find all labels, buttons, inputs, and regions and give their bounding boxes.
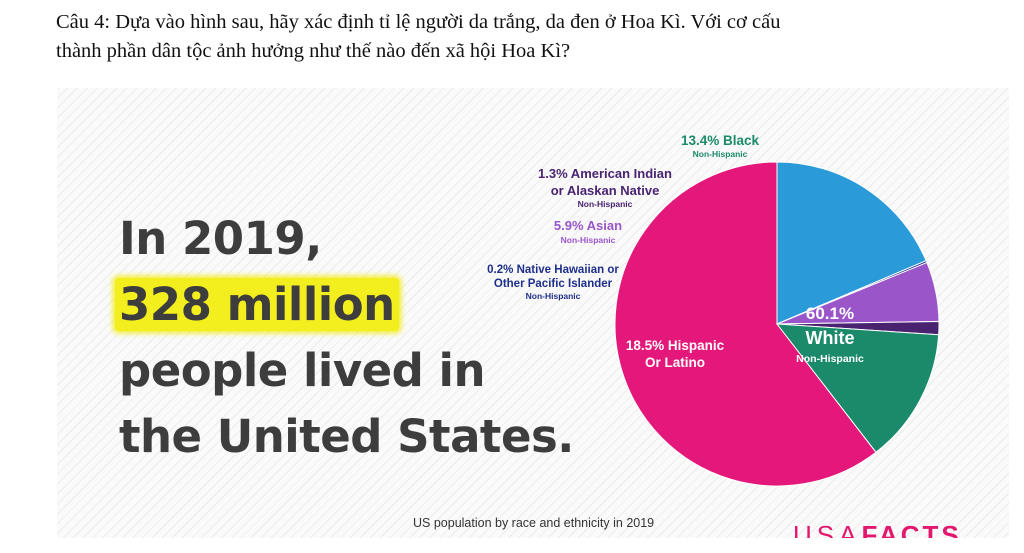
question-text: Câu 4: Dựa vào hình sau, hãy xác định tỉ…: [56, 8, 996, 66]
label-hispanic-line-1: 18.5% Hispanic: [626, 338, 725, 353]
headline-line-1: In 2019,: [119, 212, 322, 265]
pie-slice-black: [775, 323, 940, 453]
label-asian-sub: Non-Hispanic: [561, 235, 616, 245]
label-american-indian-sub: Non-Hispanic: [578, 199, 633, 209]
pie-slice-hispanic-or-latino: [776, 161, 927, 325]
infographic: In 2019, 328 million people lived in the…: [57, 88, 1009, 538]
label-hawaiian-line-1: 0.2% Native Hawaiian or: [487, 264, 619, 276]
label-hispanic-line-2: Or Latino: [645, 355, 705, 370]
chart-caption: US population by race and ethnicity in 2…: [413, 516, 655, 530]
question-line-1: Câu 4: Dựa vào hình sau, hãy xác định tỉ…: [56, 11, 781, 33]
label-hawaiian-line-2: Other Pacific Islander: [494, 278, 613, 290]
question-line-2: thành phần dân tộc ảnh hưởng như thế nào…: [56, 40, 571, 62]
headline-line-4: the United States.: [119, 410, 574, 463]
label-hawaiian-sub: Non-Hispanic: [526, 291, 581, 301]
headline-line-2: 328 million: [115, 272, 574, 338]
pie-chart: 60.1% White Non-Hispanic 18.5% Hispanic Or L…: [487, 133, 940, 487]
headline-highlight: 328 million: [115, 278, 399, 331]
label-american-indian-line-1: 1.3% American Indian: [538, 166, 672, 181]
logo-usa: USA: [793, 520, 862, 538]
label-asian: 5.9% Asian: [554, 218, 622, 233]
label-black: 13.4% Black: [681, 133, 760, 148]
label-white-name: White: [806, 328, 855, 348]
headline-line-3: people lived in: [119, 344, 486, 397]
label-white-sub: Non-Hispanic: [796, 353, 864, 365]
label-black-sub: Non-Hispanic: [693, 149, 748, 159]
usafacts-logo: USAFACTS: [793, 520, 962, 538]
headline: In 2019, 328 million people lived in the…: [115, 206, 574, 470]
label-american-indian-line-2: or Alaskan Native: [551, 183, 660, 198]
pie-slice-white: [614, 161, 877, 487]
logo-facts: FACTS: [861, 520, 962, 538]
label-white-percent: 60.1%: [806, 304, 854, 323]
